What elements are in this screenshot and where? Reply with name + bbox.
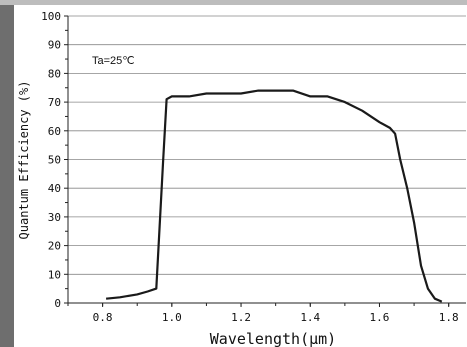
y-tick-label: 50 xyxy=(48,154,61,167)
y-tick-label: 100 xyxy=(41,10,61,23)
y-tick-label: 20 xyxy=(48,240,61,253)
x-tick-label: 0.8 xyxy=(93,311,113,324)
y-tick-label: 10 xyxy=(48,268,61,281)
y-axis: 0 10 20 30 40 50 60 70 80 90 100 xyxy=(41,10,68,310)
y-tick-label: 90 xyxy=(48,39,61,52)
x-tick-label: 1.8 xyxy=(439,311,459,324)
y-tick-label: 0 xyxy=(54,297,61,310)
x-tick-label: 1.2 xyxy=(231,311,251,324)
y-tick-label: 30 xyxy=(48,211,61,224)
x-axis: 0.8 1.0 1.2 1.4 1.6 1.8 xyxy=(67,303,459,324)
y-tick-label: 40 xyxy=(48,182,61,195)
y-tick-label: 70 xyxy=(48,96,61,109)
x-tick-label: 1.6 xyxy=(370,311,390,324)
top-background-strip xyxy=(0,0,467,5)
y-tick-label: 60 xyxy=(48,125,61,138)
temperature-annotation: Ta=25℃ xyxy=(92,55,135,67)
quantum-efficiency-series xyxy=(105,89,443,303)
y-axis-title: Quantum Efficiency (%) xyxy=(17,81,31,240)
x-axis-title: Wavelength(μm) xyxy=(210,330,336,347)
x-tick-label: 1.4 xyxy=(300,311,320,324)
left-background-strip xyxy=(0,0,14,347)
x-tick-label: 1.0 xyxy=(162,311,182,324)
y-tick-label: 80 xyxy=(48,67,61,80)
